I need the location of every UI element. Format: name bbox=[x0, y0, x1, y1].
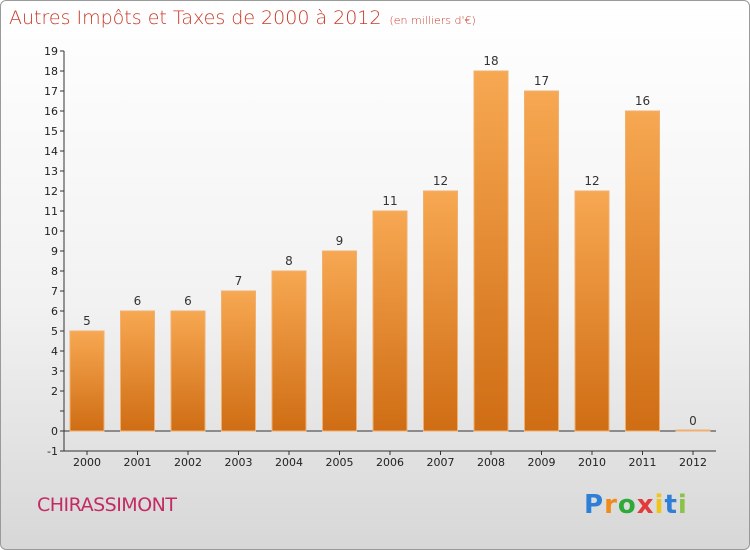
y-tick-label: 0 bbox=[51, 425, 58, 438]
y-tick-label: 12 bbox=[44, 185, 58, 198]
chart-bars bbox=[69, 70, 711, 432]
bar bbox=[120, 310, 155, 432]
x-tick-label: 2011 bbox=[629, 456, 657, 469]
x-tick-label: 2008 bbox=[477, 456, 505, 469]
x-tick-label: 2010 bbox=[578, 456, 606, 469]
bar bbox=[69, 330, 105, 432]
data-label: 18 bbox=[483, 54, 498, 68]
bar bbox=[423, 190, 458, 432]
logo-letter: i bbox=[654, 490, 665, 520]
y-tick-label: 8 bbox=[51, 265, 58, 278]
logo-letter: t bbox=[664, 490, 678, 520]
commune-name: CHIRASSIMONT bbox=[37, 494, 177, 516]
logo-letter: P bbox=[584, 490, 605, 520]
x-tick-label: 2000 bbox=[73, 456, 101, 469]
bar bbox=[574, 190, 610, 432]
x-tick-label: 2002 bbox=[174, 456, 202, 469]
y-tick-label: 4 bbox=[51, 345, 58, 358]
data-label: 9 bbox=[336, 234, 344, 248]
x-tick-label: 2004 bbox=[275, 456, 303, 469]
y-tick-label: 13 bbox=[44, 165, 58, 178]
y-tick-label: 16 bbox=[44, 105, 58, 118]
data-label: 8 bbox=[285, 254, 293, 268]
data-label: 12 bbox=[433, 174, 448, 188]
x-tick-label: 2001 bbox=[124, 456, 152, 469]
data-label: 6 bbox=[184, 294, 192, 308]
y-tick-label: 7 bbox=[51, 285, 58, 298]
x-tick-label: 2005 bbox=[326, 456, 354, 469]
y-tick-label: 19 bbox=[44, 45, 58, 58]
y-tick-label: 17 bbox=[44, 85, 58, 98]
chart-title: Autres Impôts et Taxes de 2000 à 2012 bbox=[9, 7, 382, 29]
data-label: 5 bbox=[83, 314, 91, 328]
y-tick-label: 10 bbox=[44, 225, 58, 238]
proxiti-logo[interactable]: Proxiti bbox=[584, 490, 688, 520]
logo-letter: r bbox=[604, 490, 618, 520]
chart-title-block: Autres Impôts et Taxes de 2000 à 2012 (en… bbox=[9, 7, 476, 29]
bar bbox=[221, 290, 256, 432]
y-tick-label: 6 bbox=[51, 305, 58, 318]
y-tick-label: 11 bbox=[44, 205, 58, 218]
y-tick-label: 15 bbox=[44, 125, 58, 138]
bar bbox=[625, 110, 660, 432]
data-label: 6 bbox=[134, 294, 142, 308]
data-label: 0 bbox=[689, 414, 697, 428]
chart-labels: 2000 5 2001 6 2002 6 2003 7 2004 8 2005 9 2006 11 2007… bbox=[73, 54, 707, 469]
data-label: 17 bbox=[534, 74, 549, 88]
bar bbox=[271, 270, 307, 432]
bar bbox=[524, 90, 559, 432]
x-tick-label: 2007 bbox=[427, 456, 455, 469]
data-label: 11 bbox=[382, 194, 397, 208]
x-tick-label: 2012 bbox=[679, 456, 707, 469]
y-tick-label: 3 bbox=[51, 365, 58, 378]
data-label: 12 bbox=[584, 174, 599, 188]
x-tick-label: 2009 bbox=[528, 456, 556, 469]
logo-letter: i bbox=[677, 490, 688, 520]
data-label: 7 bbox=[235, 274, 243, 288]
bar bbox=[322, 250, 357, 432]
chart-subtitle: (en milliers d'€) bbox=[389, 14, 476, 27]
data-label: 16 bbox=[635, 94, 650, 108]
y-tick-label: 9 bbox=[51, 245, 58, 258]
logo-letter: o bbox=[617, 490, 637, 520]
y-tick-label: 14 bbox=[44, 145, 58, 158]
y-tick-label: -1 bbox=[47, 445, 58, 458]
x-tick-label: 2006 bbox=[376, 456, 404, 469]
y-tick-label: 18 bbox=[44, 65, 58, 78]
logo-letter: x bbox=[636, 490, 655, 520]
bar bbox=[372, 210, 408, 432]
bar bbox=[473, 70, 509, 432]
bar bbox=[170, 310, 206, 432]
x-tick-label: 2003 bbox=[225, 456, 253, 469]
y-tick-label: 2 bbox=[51, 385, 58, 398]
bar bbox=[675, 429, 711, 432]
y-tick-label: 5 bbox=[51, 325, 58, 338]
